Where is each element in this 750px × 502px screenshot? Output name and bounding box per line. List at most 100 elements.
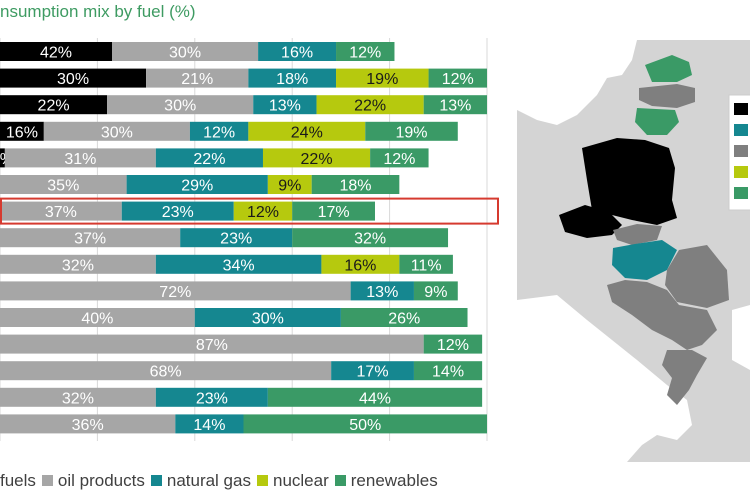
bar-label: 22% xyxy=(193,151,225,168)
legend-item: nuclear xyxy=(256,471,329,491)
map-region-latvia xyxy=(639,84,695,108)
bar-segment xyxy=(0,42,113,61)
bar-segment xyxy=(267,175,312,194)
bar-segment xyxy=(180,228,293,248)
bar-segment xyxy=(365,121,458,141)
bar-label: 16% xyxy=(6,124,38,141)
bar-label: 68% xyxy=(150,364,182,381)
legend-item: fuels xyxy=(0,471,36,491)
bar-segment xyxy=(413,361,483,381)
bar-segment xyxy=(350,281,414,301)
map-sea xyxy=(517,40,637,125)
bar-label: 50% xyxy=(349,417,381,434)
bar-label: 32% xyxy=(354,231,386,248)
map-legend-swatch-1 xyxy=(734,124,748,136)
bar-segment xyxy=(0,414,176,434)
map-region-slovakia xyxy=(613,224,662,245)
chart-legend: fuels oil products natural gas nuclear renew… xyxy=(0,471,444,491)
chart-title: nsumption mix by fuel (%) xyxy=(0,2,196,21)
bar-segment xyxy=(0,121,44,141)
bar-label: 14% xyxy=(193,417,225,434)
legend-swatch xyxy=(334,475,346,486)
bar-segment xyxy=(248,68,337,88)
region-map xyxy=(517,40,750,462)
legend-swatch xyxy=(41,475,53,486)
bar-label: 13% xyxy=(366,284,398,301)
bar-segment xyxy=(336,68,429,88)
bar-segment xyxy=(121,201,234,221)
bar-label: 19% xyxy=(366,71,398,88)
bar-label: 9% xyxy=(424,284,447,301)
bar-segment xyxy=(423,95,487,115)
map-region-romania xyxy=(665,245,729,308)
bar-label: 23% xyxy=(162,204,194,221)
bar-segment xyxy=(0,334,424,354)
bar-label: 12% xyxy=(437,337,469,354)
bar-segment xyxy=(292,228,449,248)
bar-label: 30% xyxy=(101,124,133,141)
legend-swatch xyxy=(150,475,162,486)
map-region-lithuania xyxy=(635,108,679,135)
bar-segment xyxy=(258,42,337,61)
bar-segment xyxy=(292,201,375,221)
bar-label: 30% xyxy=(252,311,284,328)
bar-label: 12% xyxy=(203,124,235,141)
bar-segment xyxy=(112,42,259,61)
legend-item: oil products xyxy=(41,471,145,491)
bar-segment xyxy=(399,254,453,274)
bar-label: 34% xyxy=(223,257,255,274)
bar-segment xyxy=(336,42,395,61)
legend-label: fuels xyxy=(0,471,36,490)
bar-label: 23% xyxy=(220,231,252,248)
legend-label: natural gas xyxy=(166,471,251,490)
bar-label: 12% xyxy=(247,204,279,221)
bar-segment xyxy=(0,281,351,301)
bar-segment xyxy=(0,228,181,248)
bar-segment xyxy=(0,201,122,221)
bar-label: 17% xyxy=(357,364,389,381)
bar-label: 22% xyxy=(38,98,70,115)
bar-segment xyxy=(146,68,249,88)
bar-label: 37% xyxy=(45,204,77,221)
bar-label: 23% xyxy=(196,390,228,407)
bar-label: 14% xyxy=(432,364,464,381)
bar-segment xyxy=(194,308,341,327)
bar-label: 13% xyxy=(269,98,301,115)
bar-segment xyxy=(155,387,268,407)
map-region-balkans xyxy=(607,280,717,350)
bar-segment xyxy=(370,148,429,168)
bar-segment xyxy=(340,308,468,327)
bar-segment xyxy=(311,175,400,194)
highlight-box xyxy=(0,197,499,225)
map-sea-black xyxy=(732,305,750,370)
bar-label: 17% xyxy=(318,204,350,221)
map-legend-swatch-4 xyxy=(734,187,748,199)
bar-segment xyxy=(253,95,317,115)
bar-segment xyxy=(0,361,332,381)
bar-label: 18% xyxy=(339,178,371,195)
bar-segment xyxy=(0,308,195,327)
legend-label: oil products xyxy=(57,471,145,490)
bar-label: 30% xyxy=(57,71,89,88)
bar-label: 16% xyxy=(344,257,376,274)
bar-label: 35% xyxy=(47,178,79,195)
bar-label: 12% xyxy=(383,151,415,168)
bar-segment xyxy=(243,414,487,434)
bar-label: 29% xyxy=(181,178,213,195)
bar-label: 42% xyxy=(40,45,72,62)
legend-label: renewables xyxy=(350,471,438,490)
bar-segment xyxy=(413,281,458,301)
bar-label: 22% xyxy=(301,151,333,168)
bar-label: 31% xyxy=(64,151,96,168)
bar-label: 24% xyxy=(291,124,323,141)
bar-segment xyxy=(126,175,268,194)
bar-label: 44% xyxy=(359,390,391,407)
bar-label: 87% xyxy=(196,337,228,354)
bar-label: 36% xyxy=(72,417,104,434)
legend-swatch xyxy=(256,475,268,486)
bar-label: 40% xyxy=(81,311,113,328)
map-legend-swatch-3 xyxy=(734,166,748,178)
bar-label: 16% xyxy=(281,45,313,62)
bar-label: 18% xyxy=(276,71,308,88)
bar-segment xyxy=(267,387,483,407)
